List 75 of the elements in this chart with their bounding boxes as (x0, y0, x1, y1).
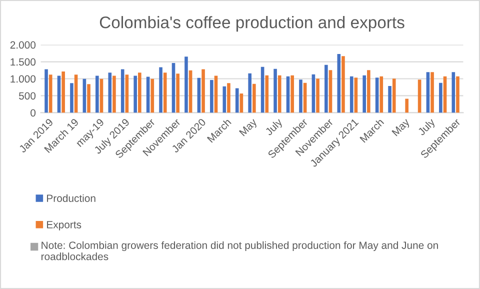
bar (227, 83, 230, 113)
bar (70, 83, 74, 113)
bar (57, 76, 61, 113)
y-tick-label: 500 (18, 92, 36, 100)
bar (303, 82, 307, 113)
bar (120, 69, 124, 113)
bar (62, 71, 65, 113)
legend-label: Production (47, 194, 96, 202)
bar (342, 56, 345, 113)
bar (418, 80, 422, 113)
bar (202, 69, 205, 113)
bar (350, 76, 354, 113)
bar (44, 69, 48, 113)
bar (439, 82, 442, 113)
bar (452, 72, 456, 113)
bar (367, 70, 370, 113)
bar (324, 64, 328, 113)
bar (82, 78, 86, 113)
bar (214, 76, 218, 113)
bar (176, 74, 180, 113)
bar (312, 74, 316, 113)
bar (248, 73, 252, 113)
bar (426, 72, 430, 113)
bar (362, 75, 366, 113)
bar (108, 72, 112, 113)
y-tick-label: 2.000 (10, 41, 36, 49)
bar (290, 75, 294, 113)
bar (112, 76, 116, 113)
bar (278, 75, 282, 113)
bar (265, 75, 269, 113)
bar (74, 74, 78, 113)
bar (159, 67, 162, 113)
bar (134, 76, 137, 113)
x-tick-label: May (238, 118, 259, 138)
bar (388, 86, 392, 113)
bar (188, 70, 192, 113)
bar (163, 72, 167, 113)
legend-label: Exports (47, 221, 82, 230)
bar (210, 80, 214, 113)
bar (96, 76, 99, 113)
bar (299, 80, 302, 113)
bar (240, 94, 244, 113)
bar (337, 54, 341, 113)
bar (125, 74, 129, 113)
bar (354, 78, 358, 113)
bar (48, 74, 52, 113)
bar (184, 56, 188, 113)
bar (172, 62, 176, 113)
bar (286, 76, 290, 113)
chart-title: Colombia's coffee production and exports (100, 16, 404, 32)
y-tick-label: 0 (30, 109, 36, 117)
bar (430, 72, 434, 113)
bar (328, 70, 332, 113)
bar (146, 76, 150, 113)
bar (392, 78, 396, 113)
bar (405, 98, 408, 113)
bar (252, 84, 256, 113)
bar (100, 78, 104, 113)
y-tick-label: 1.500 (10, 58, 36, 66)
bar (380, 76, 384, 113)
bar (375, 78, 379, 113)
bar (222, 86, 226, 113)
bar (443, 76, 447, 113)
bar (456, 76, 460, 113)
y-tick-label: 1.000 (10, 75, 36, 83)
text: Note: Colombian growers federation did not published production for May and June on roadblockades (41, 241, 438, 260)
bar (235, 88, 239, 113)
bar (87, 84, 90, 113)
bar (138, 72, 142, 113)
bar (260, 66, 264, 113)
x-tick-label: May (392, 118, 412, 138)
bar (316, 78, 320, 113)
bar (150, 78, 154, 113)
bar (274, 68, 277, 113)
bar (197, 78, 201, 113)
